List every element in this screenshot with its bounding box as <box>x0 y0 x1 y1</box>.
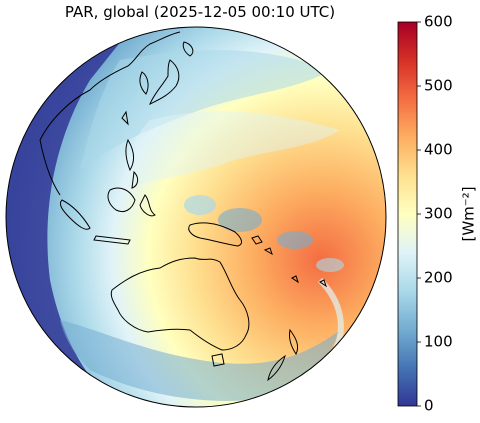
korea-coast <box>139 71 149 95</box>
colorbar: 0 100 200 300 400 500 600 [Wm⁻²] <box>397 13 478 415</box>
colorbar-tick-label: 100 <box>424 333 453 351</box>
java-coast <box>93 235 131 245</box>
borneo-coast <box>107 187 136 213</box>
sumatra-coast <box>59 199 91 230</box>
colorbar-tick-label: 300 <box>424 205 453 223</box>
colorbar-gradient <box>397 21 418 407</box>
tasmania-coast <box>211 353 225 367</box>
new-guinea-coast <box>188 222 243 247</box>
new-zealand-coast <box>267 328 299 382</box>
coastlines <box>39 31 327 382</box>
colorbar-tick-label: 500 <box>424 77 453 95</box>
colorbar-label: [Wm⁻²] <box>460 186 478 241</box>
colorbar-tick-label: 200 <box>424 269 453 287</box>
map-title: PAR, global (2025-12-05 00:10 UTC) <box>64 3 336 21</box>
taiwan-coast <box>121 110 129 126</box>
sulawesi-coast <box>139 194 156 217</box>
japan-coast <box>149 41 194 106</box>
australia-coast <box>110 257 250 351</box>
colorbar-tick-label: 0 <box>424 397 434 415</box>
globe-outline <box>5 26 387 408</box>
globe-disk <box>6 27 386 407</box>
colorbar-tick-label: 600 <box>424 13 453 31</box>
philippines-coast <box>125 138 139 189</box>
asia-coast <box>39 31 181 196</box>
colorbar-tick-label: 400 <box>424 141 453 159</box>
